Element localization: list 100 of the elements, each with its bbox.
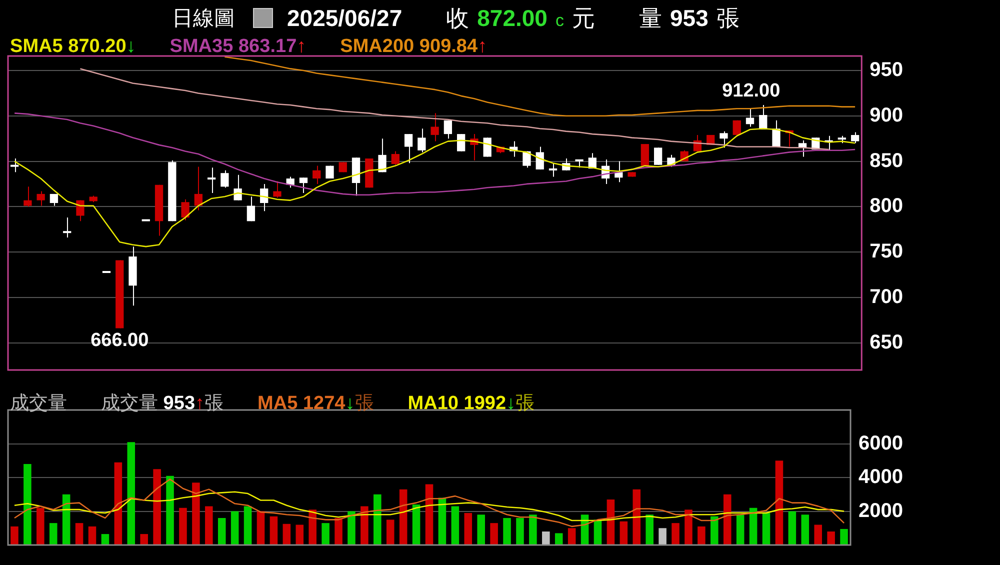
text: SMA5 870.20↓ — [10, 36, 136, 57]
bar — [646, 514, 654, 545]
bar — [568, 528, 576, 545]
text: 量 953 張 — [638, 4, 740, 30]
bar — [425, 484, 434, 545]
bar — [658, 528, 666, 545]
bar — [36, 508, 44, 545]
y-tick-label: 850 — [870, 150, 904, 172]
bar — [529, 514, 537, 545]
bar — [88, 526, 96, 545]
bar — [386, 520, 394, 545]
bar — [736, 514, 744, 545]
bar — [477, 514, 485, 545]
bar — [762, 512, 770, 545]
bar — [205, 506, 213, 545]
text: 2025/06/27 — [287, 4, 402, 30]
text: SMA200 909.84↑ — [340, 36, 488, 57]
bar — [256, 511, 265, 545]
bar — [775, 460, 784, 545]
bar — [10, 526, 18, 545]
bar — [270, 516, 278, 545]
chart-title: 日線圖 — [172, 6, 235, 32]
candlestick — [418, 128, 426, 153]
bar — [684, 510, 692, 545]
y-tick-label: 4000 — [858, 466, 904, 488]
bar — [24, 464, 32, 545]
bar — [166, 476, 174, 545]
text: MA5 1274↓張 — [258, 393, 374, 414]
annotation: 912.00 — [722, 80, 780, 102]
candlestick — [430, 112, 439, 142]
bar — [114, 462, 122, 545]
bar — [490, 523, 498, 545]
candlestick — [391, 150, 400, 166]
candlestick — [850, 132, 860, 144]
bar — [348, 511, 356, 545]
bar — [282, 524, 291, 545]
annotation: 666.00 — [90, 330, 149, 351]
bar — [75, 523, 84, 545]
y-tick-label: 6000 — [858, 432, 904, 454]
bar — [399, 489, 408, 545]
bar — [127, 442, 136, 545]
y-tick-label: 650 — [870, 331, 904, 354]
candlestick — [36, 190, 45, 206]
y-tick-label: 2000 — [858, 500, 904, 522]
bar — [412, 504, 420, 545]
candlestick — [457, 134, 466, 152]
text: 收 872.00 c 元 — [446, 4, 595, 30]
y-tick-label: 700 — [870, 286, 904, 308]
bar — [451, 506, 460, 545]
bar — [322, 523, 330, 545]
bar — [749, 508, 758, 545]
candlestick — [220, 170, 229, 188]
y-tick-label: 750 — [870, 240, 904, 263]
bar — [101, 534, 110, 545]
y-tick-label: 800 — [870, 195, 904, 218]
bar — [801, 514, 810, 545]
candlestick — [246, 196, 256, 222]
candlestick — [273, 180, 282, 198]
candlestick — [746, 108, 754, 128]
bar — [516, 518, 524, 545]
candlestick — [378, 138, 386, 173]
bar — [632, 489, 641, 545]
bar — [594, 520, 602, 545]
candlestick — [194, 166, 202, 211]
bar — [788, 511, 796, 545]
bar — [698, 526, 706, 545]
bar — [296, 524, 304, 545]
candlestick — [312, 165, 321, 184]
bar — [374, 494, 382, 545]
candlestick — [720, 130, 728, 148]
candlestick — [299, 177, 308, 194]
bar — [620, 521, 628, 545]
candlestick — [404, 134, 413, 164]
bar — [179, 508, 187, 545]
bar — [542, 532, 550, 545]
bar — [334, 518, 342, 545]
candlestick — [24, 186, 32, 208]
chart-title: 成交量 — [10, 392, 67, 416]
bar — [49, 523, 58, 545]
candlestick — [444, 120, 452, 140]
bar — [308, 510, 316, 545]
text: MA10 1992↓張 — [408, 393, 535, 414]
y-tick-label: 950 — [870, 59, 904, 82]
bar — [438, 498, 446, 545]
bar — [192, 482, 200, 545]
candlestick — [181, 198, 190, 221]
bar — [840, 528, 848, 545]
bar — [244, 506, 252, 545]
candlestick — [640, 144, 650, 166]
y-tick-label: 900 — [870, 104, 904, 126]
bar — [230, 511, 239, 545]
bar — [360, 506, 368, 545]
text: 成交量 953↑張 — [101, 393, 224, 414]
candlestick — [654, 147, 662, 166]
bar — [554, 533, 563, 545]
bar — [814, 524, 822, 545]
bar — [140, 534, 148, 545]
bar — [62, 494, 70, 545]
bar — [464, 512, 472, 545]
bar — [153, 469, 161, 545]
